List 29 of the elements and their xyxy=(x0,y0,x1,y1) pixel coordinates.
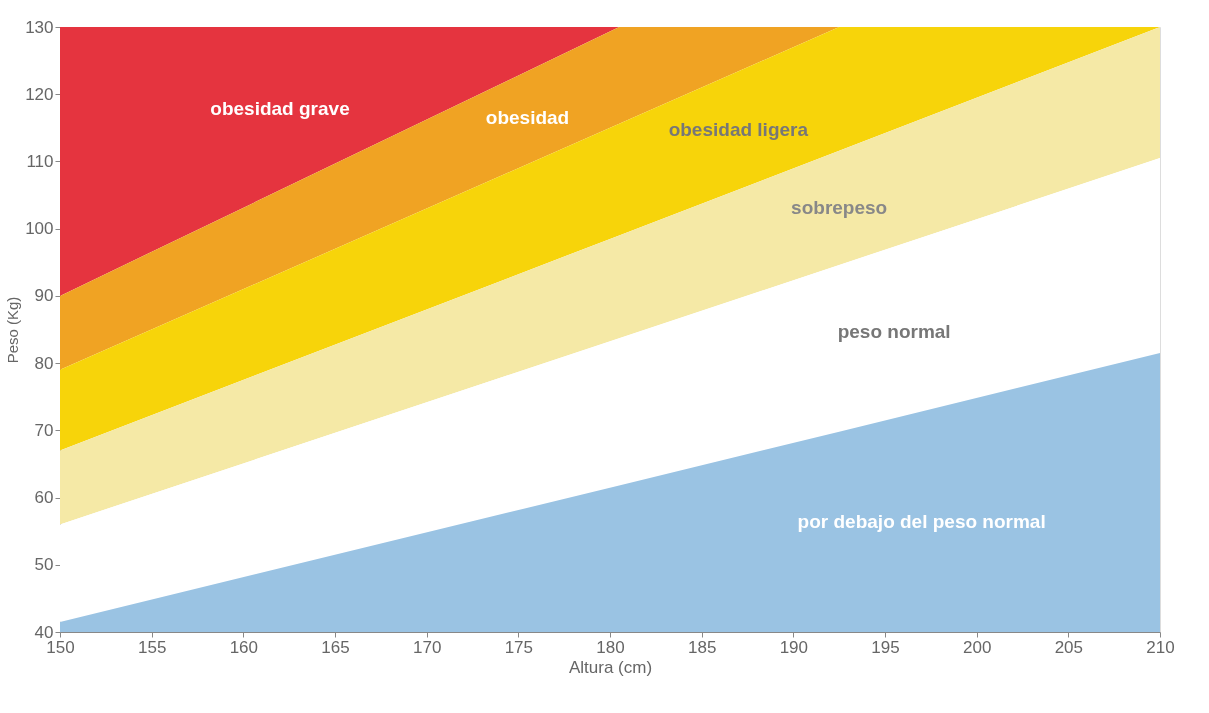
series-label: sobrepeso xyxy=(791,196,888,218)
series-label: obesidad xyxy=(485,106,570,128)
x-tick-label: 195 xyxy=(871,637,900,657)
series-label: por debajo del peso normal xyxy=(797,510,1046,532)
y-tick-label: 80 xyxy=(34,353,54,373)
series-label: obesidad grave xyxy=(210,97,350,119)
y-tick-label: 60 xyxy=(34,488,54,508)
x-tick-label: 160 xyxy=(229,637,259,657)
series-label: obesidad ligera xyxy=(668,119,809,141)
x-tick-label: 205 xyxy=(1054,637,1084,657)
series-label: peso normal xyxy=(837,321,951,343)
y-tick-label: 110 xyxy=(26,151,54,171)
x-tick-label: 180 xyxy=(596,637,625,657)
x-axis-title: Altura (cm) xyxy=(568,657,653,677)
x-tick-label: 185 xyxy=(687,637,717,657)
y-tick-label: 130 xyxy=(25,17,54,37)
x-tick-label: 190 xyxy=(779,637,809,657)
x-tick-label: 210 xyxy=(1146,637,1175,657)
x-tick-label: 175 xyxy=(504,637,534,657)
x-tick-label: 170 xyxy=(412,637,442,657)
y-tick-label: 90 xyxy=(34,286,54,306)
x-tick-label: 200 xyxy=(962,637,992,657)
y-tick-label: 120 xyxy=(25,84,54,104)
x-tick-label: 155 xyxy=(137,637,167,657)
y-tick-label: 100 xyxy=(25,219,54,239)
x-tick-label: 165 xyxy=(321,637,350,657)
y-tick-label: 70 xyxy=(34,420,54,440)
y-tick-label: 50 xyxy=(34,555,54,575)
y-axis-title: Peso (Kg) xyxy=(4,296,22,364)
